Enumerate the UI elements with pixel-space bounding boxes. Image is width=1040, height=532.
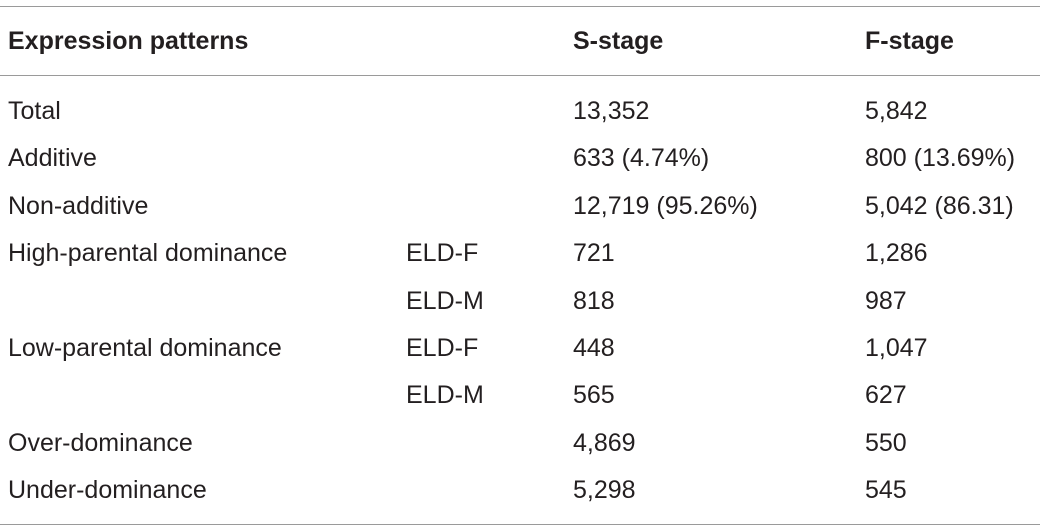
s-stage-cell: 12,719 (95.26%)	[573, 192, 758, 220]
f-stage-cell: 5,042 (86.31)	[865, 192, 1014, 220]
table-row: ELD-M 565 627	[0, 372, 1040, 419]
table-top-rule	[0, 6, 1040, 7]
table-row: ELD-M 818 987	[0, 278, 1040, 325]
f-stage-cell: 5,842	[865, 97, 928, 125]
f-stage-cell: 800 (13.69%)	[865, 144, 1016, 172]
s-stage-cell: 565	[573, 381, 615, 409]
s-stage-cell: 721	[573, 239, 615, 267]
table-row: Total 13,352 5,842	[0, 88, 1040, 135]
f-stage-cell: 627	[865, 381, 907, 409]
table-header-rule	[0, 75, 1040, 76]
subtype-cell: ELD-M	[406, 287, 484, 315]
s-stage-cell: 818	[573, 287, 615, 315]
pattern-cell: Total	[8, 97, 61, 125]
f-stage-cell: 545	[865, 476, 907, 504]
s-stage-cell: 633 (4.74%)	[573, 144, 710, 172]
table-row: Non-additive 12,719 (95.26%) 5,042 (86.3…	[0, 183, 1040, 230]
pattern-cell: Additive	[8, 144, 97, 172]
subtype-cell: ELD-M	[406, 381, 484, 409]
table-row: Over-dominance 4,869 550	[0, 420, 1040, 467]
table-row: Additive 633 (4.74%) 800 (13.69%)	[0, 135, 1040, 182]
header-s-stage: S-stage	[573, 27, 664, 55]
pattern-cell: Under-dominance	[8, 476, 207, 504]
s-stage-cell: 5,298	[573, 476, 636, 504]
subtype-cell: ELD-F	[406, 239, 479, 267]
table-bottom-rule	[0, 524, 1040, 525]
s-stage-cell: 13,352	[573, 97, 650, 125]
f-stage-cell: 987	[865, 287, 907, 315]
f-stage-cell: 550	[865, 429, 907, 457]
table-header-row: Expression patterns S-stage F-stage	[0, 18, 1040, 65]
table-row: Low-parental dominance ELD-F 448 1,047	[0, 325, 1040, 372]
pattern-cell: Non-additive	[8, 192, 149, 220]
table-row: Under-dominance 5,298 545	[0, 467, 1040, 514]
pattern-cell: Low-parental dominance	[8, 334, 282, 362]
f-stage-cell: 1,286	[865, 239, 928, 267]
s-stage-cell: 4,869	[573, 429, 636, 457]
s-stage-cell: 448	[573, 334, 615, 362]
f-stage-cell: 1,047	[865, 334, 928, 362]
table-row: High-parental dominance ELD-F 721 1,286	[0, 230, 1040, 277]
subtype-cell: ELD-F	[406, 334, 479, 362]
header-f-stage: F-stage	[865, 27, 954, 55]
pattern-cell: Over-dominance	[8, 429, 193, 457]
header-expression-patterns: Expression patterns	[8, 27, 249, 55]
pattern-cell: High-parental dominance	[8, 239, 288, 267]
